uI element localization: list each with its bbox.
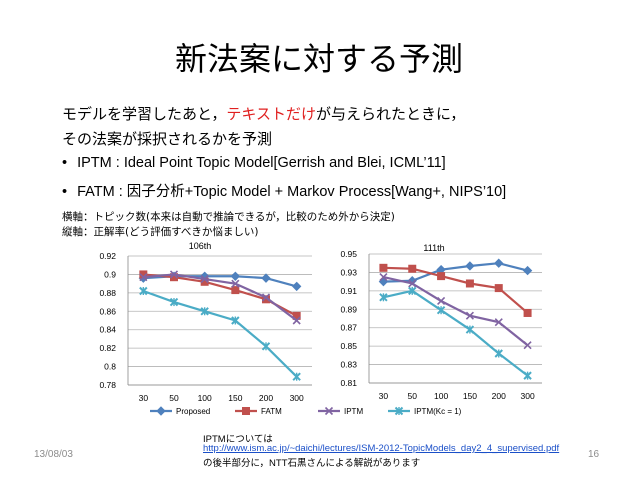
- data-point: [200, 274, 209, 284]
- reference-line-3: の後半部分に，NTT石黒さんによる解説があります: [203, 458, 421, 469]
- legend-label: IPTM: [344, 407, 363, 416]
- bullet-text: FATM : 因子分析+Topic Model + Markov Process…: [77, 184, 507, 200]
- reference-link[interactable]: http://www.ism.ac.jp/~daichi/lectures/IS…: [203, 443, 560, 454]
- data-point: [437, 296, 446, 306]
- page-title: 新法案に対する予測: [174, 40, 463, 78]
- slide-date: 13/08/03: [34, 449, 73, 460]
- data-point: [465, 311, 474, 320]
- data-point: [465, 261, 475, 271]
- data-point: [169, 270, 179, 279]
- slide-number: 16: [588, 449, 600, 460]
- series-line: [142, 289, 298, 378]
- data-point: [408, 279, 417, 288]
- y-tick-label: 0.8: [104, 362, 116, 372]
- y-tick-label: 0.89: [340, 304, 357, 314]
- data-point: [494, 318, 503, 327]
- y-tick-label: 0.82: [99, 343, 116, 353]
- data-point: [437, 272, 446, 281]
- data-point: [494, 284, 503, 293]
- data-point: [494, 258, 504, 268]
- series-line: [143, 273, 298, 322]
- data-point: [379, 272, 388, 282]
- series-line: [383, 266, 529, 314]
- data-point: [139, 273, 148, 282]
- axis-note-y: 縦軸：正解率(どう評価すべきか悩ましい): [62, 226, 259, 238]
- y-tick-label: 0.85: [340, 341, 357, 351]
- chart-title: 111th: [423, 243, 444, 253]
- x-tick-label: 150: [463, 391, 477, 401]
- data-point: [379, 263, 388, 272]
- legend-swatch-marker: [156, 406, 166, 416]
- data-point: [231, 286, 240, 295]
- data-point: [465, 279, 474, 288]
- data-point: [292, 316, 301, 325]
- y-tick-label: 0.88: [99, 288, 116, 298]
- legend-label: FATM: [261, 407, 282, 416]
- y-tick-label: 0.9: [104, 269, 116, 279]
- y-tick-label: 0.93: [340, 267, 357, 277]
- y-tick-label: 0.87: [340, 323, 357, 333]
- x-tick-label: 100: [198, 393, 212, 403]
- data-point: [231, 279, 240, 288]
- x-tick-label: 200: [259, 393, 273, 403]
- legend-swatch-marker: [324, 406, 334, 416]
- x-tick-label: 50: [408, 391, 418, 401]
- intro-line-1: モデルを学習したあと，テキストだけが与えられたときに，: [62, 103, 465, 124]
- x-tick-label: 100: [434, 391, 448, 401]
- bullet-fatm: • FATM : 因子分析+Topic Model + Markov Proce…: [62, 180, 506, 201]
- intro-line-1-highlight: テキストだけ: [226, 105, 316, 123]
- x-tick-label: 50: [169, 393, 179, 403]
- y-tick-label: 0.83: [340, 360, 357, 370]
- bullet-dot: •: [62, 155, 68, 171]
- x-tick-label: 200: [492, 391, 506, 401]
- intro-line-1-a: モデルを学習したあと，: [62, 105, 227, 123]
- data-point: [523, 341, 532, 350]
- y-tick-label: 0.81: [340, 378, 357, 388]
- y-tick-label: 0.84: [99, 325, 116, 335]
- y-tick-label: 0.95: [340, 249, 357, 259]
- bullet-dot: •: [62, 184, 68, 200]
- intro-line-2: その法案が採択されるかを予測: [62, 130, 273, 148]
- bullet-text: IPTM : Ideal Point Topic Model[Gerrish a…: [77, 155, 446, 171]
- x-tick-label: 30: [139, 393, 149, 403]
- legend-swatch-marker: [242, 407, 250, 415]
- x-tick-label: 300: [290, 393, 304, 403]
- data-point: [261, 293, 271, 302]
- axis-note-x: 横軸：トピック数(本来は自動で推論できるが，比較のため外から決定): [62, 211, 395, 223]
- data-point: [230, 271, 241, 281]
- y-tick-label: 0.91: [340, 286, 357, 296]
- data-point: [291, 281, 302, 292]
- y-tick-label: 0.86: [99, 306, 116, 316]
- y-tick-label: 0.92: [99, 251, 116, 261]
- legend-label: Proposed: [176, 407, 210, 416]
- series-line: [383, 275, 529, 347]
- bullet-iptm: • IPTM : Ideal Point Topic Model[Gerrish…: [62, 155, 446, 171]
- series-line: [383, 262, 528, 283]
- data-point: [408, 264, 417, 273]
- chart-title: 106th: [189, 241, 212, 251]
- x-tick-label: 150: [228, 393, 242, 403]
- y-tick-label: 0.78: [99, 380, 116, 390]
- data-point: [261, 273, 271, 283]
- legend-label: IPTM(Kc = 1): [414, 407, 462, 416]
- intro-line-1-b: が与えられたときに，: [315, 105, 466, 123]
- series-line: [383, 289, 529, 377]
- reference-line-1: IPTMについては: [203, 434, 273, 445]
- data-point: [522, 265, 533, 276]
- x-tick-label: 30: [379, 391, 389, 401]
- x-tick-label: 300: [520, 391, 534, 401]
- data-point: [523, 308, 532, 317]
